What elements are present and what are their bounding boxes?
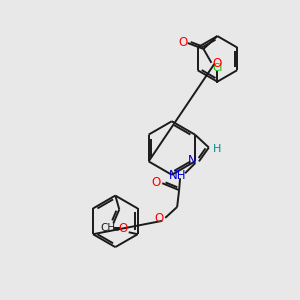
Text: O: O bbox=[118, 222, 128, 235]
Text: N: N bbox=[188, 154, 196, 167]
Text: O: O bbox=[155, 212, 164, 225]
Text: O: O bbox=[152, 176, 161, 189]
Text: NH: NH bbox=[168, 169, 186, 182]
Text: CH₃: CH₃ bbox=[100, 223, 119, 233]
Text: O: O bbox=[213, 57, 222, 70]
Text: H: H bbox=[213, 143, 221, 154]
Text: O: O bbox=[178, 35, 187, 49]
Text: Cl: Cl bbox=[212, 63, 223, 73]
